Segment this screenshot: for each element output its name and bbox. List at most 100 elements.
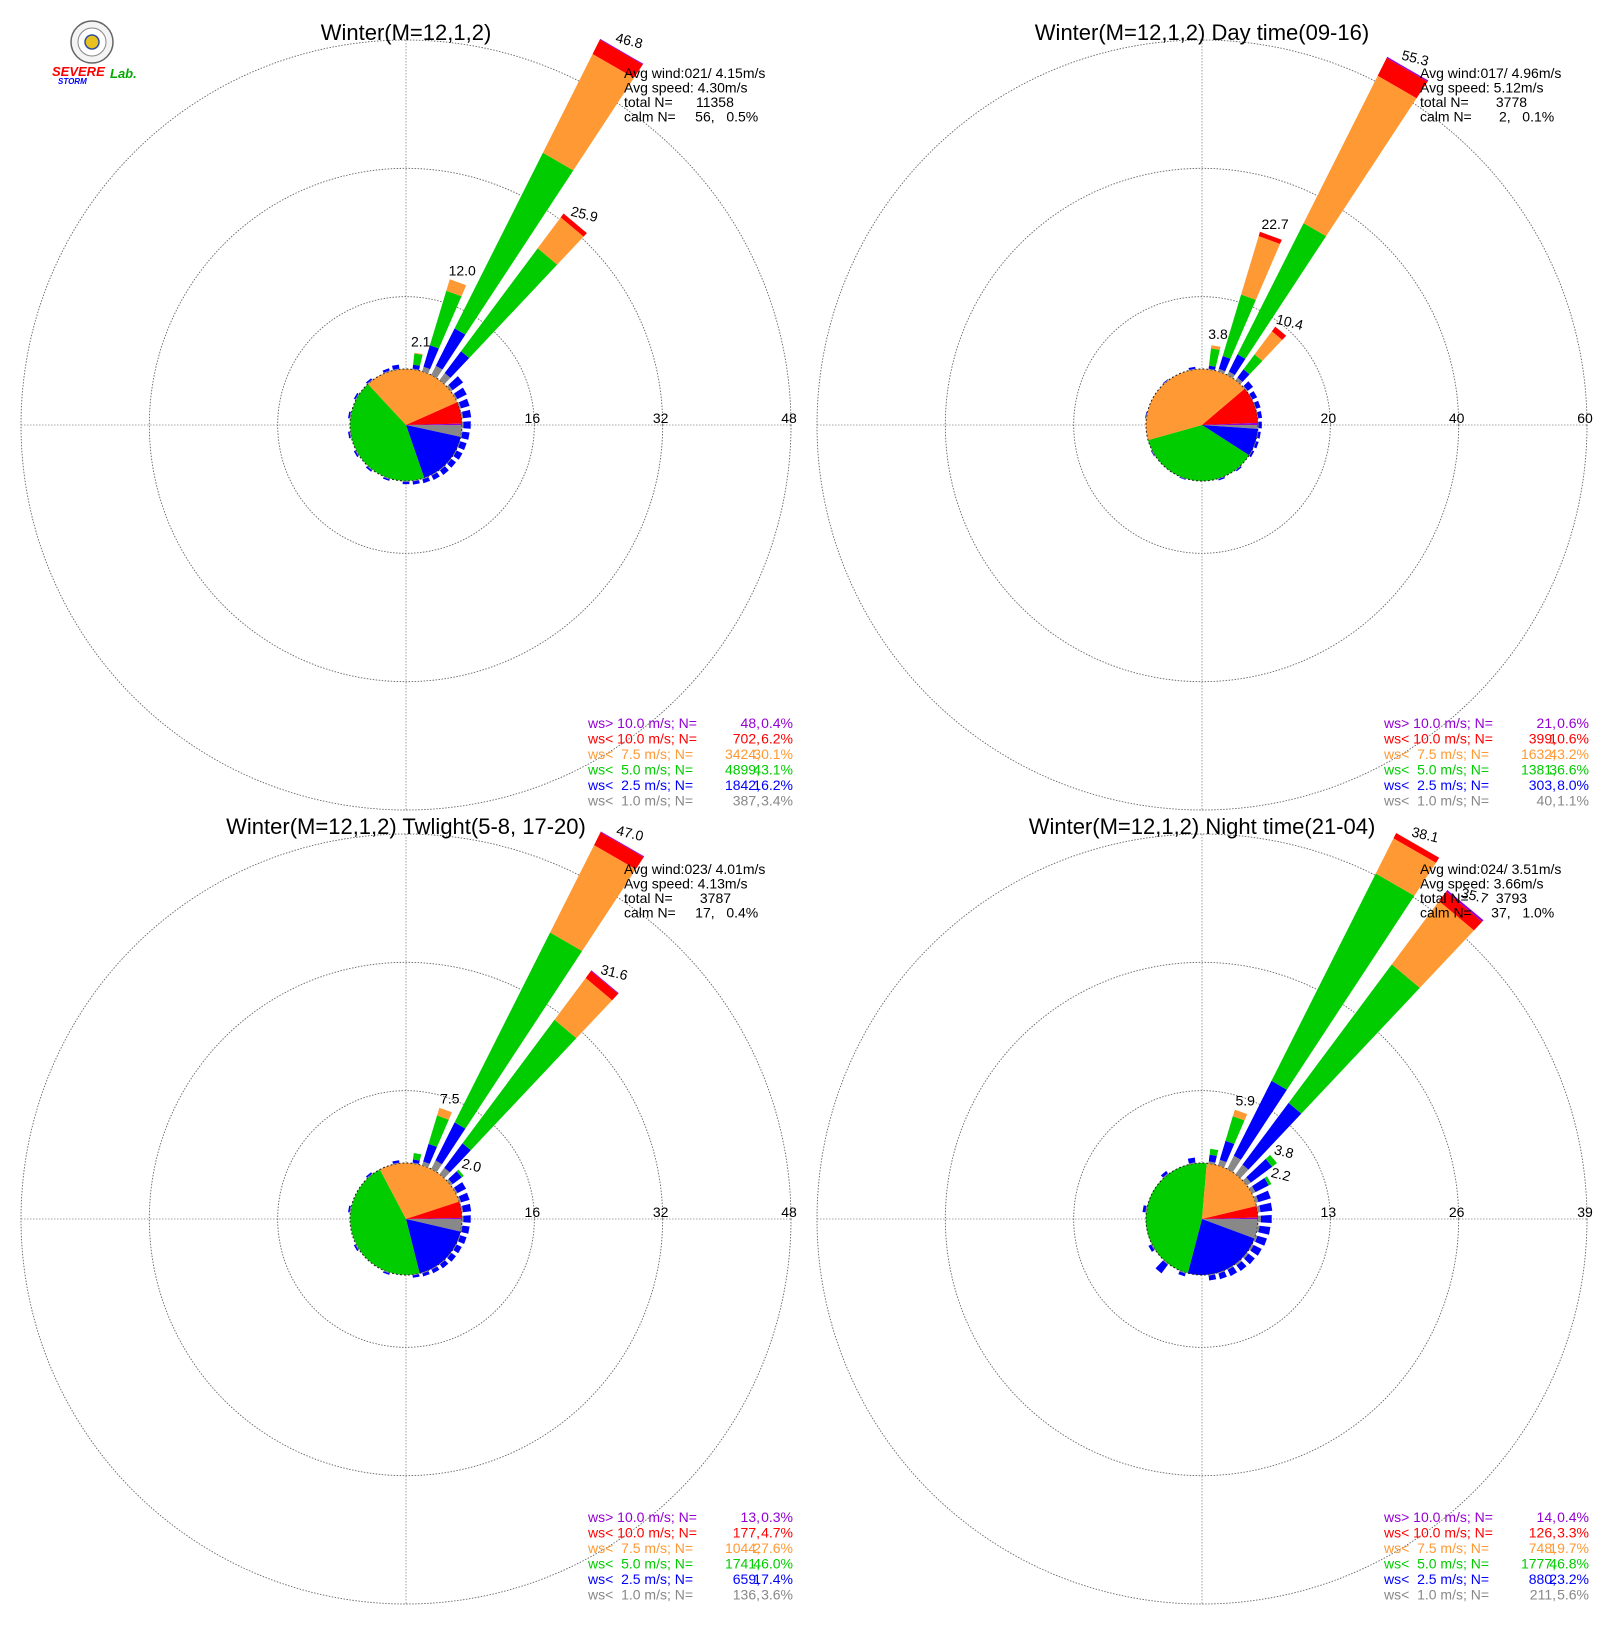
petal-segment bbox=[463, 1215, 471, 1223]
petal-segment bbox=[1208, 368, 1215, 371]
petal-segment bbox=[537, 217, 584, 265]
pie-slice bbox=[406, 1219, 461, 1274]
stat-line: Avg wind:023/ 4.01m/s bbox=[624, 861, 765, 877]
petal-segment bbox=[1249, 450, 1255, 458]
petal-segment bbox=[355, 393, 360, 400]
petal-segment bbox=[431, 1266, 440, 1274]
peak-label: 5.9 bbox=[1235, 1092, 1255, 1108]
legend-label: ws< 7.5 m/s; N= bbox=[1383, 746, 1489, 762]
petal-segment bbox=[461, 431, 470, 440]
petal-segment bbox=[435, 328, 466, 370]
stat-line: total N= 11358 bbox=[624, 94, 734, 110]
ring-tick-label: 16 bbox=[525, 1204, 541, 1220]
stat-line: Avg wind:017/ 4.96m/s bbox=[1420, 65, 1561, 81]
peak-label: 22.7 bbox=[1261, 216, 1288, 232]
petal-segment bbox=[367, 1173, 373, 1179]
legend-count: 1632, bbox=[1521, 746, 1556, 762]
petal-segment bbox=[431, 1265, 438, 1270]
petal-segment bbox=[1218, 356, 1231, 372]
legend-count: 126, bbox=[1529, 1525, 1556, 1541]
petal-segment bbox=[422, 1271, 430, 1277]
petal-segment bbox=[1218, 1270, 1225, 1274]
petal-segment bbox=[460, 1205, 464, 1213]
petal-segment bbox=[1218, 1159, 1227, 1168]
petal-segment bbox=[1179, 1270, 1186, 1274]
legend-percent-value: 30.1% bbox=[753, 746, 793, 762]
petal-segment bbox=[452, 393, 458, 400]
petal-segment bbox=[1258, 421, 1262, 429]
stat-line: Avg speed: 4.30m/s bbox=[624, 80, 747, 96]
legend-percent-value: 5.6% bbox=[1557, 1587, 1589, 1603]
petal-segment bbox=[457, 441, 461, 448]
petal-segment bbox=[458, 1235, 467, 1244]
petal-segment bbox=[560, 213, 587, 237]
stat-line: Avg wind:024/ 3.51m/s bbox=[1420, 861, 1561, 877]
pie-slice bbox=[406, 1201, 462, 1219]
petal-segment bbox=[1258, 1225, 1271, 1235]
ring-tick-label: 48 bbox=[781, 410, 797, 426]
legend-count: 748, bbox=[1529, 1540, 1556, 1556]
panel-title: Winter(M=12,1,2) Night time(21-04) bbox=[1029, 814, 1376, 839]
legend-label: ws< 1.0 m/s; N= bbox=[587, 1587, 693, 1603]
legend-percent-value: 46.0% bbox=[753, 1556, 793, 1572]
petal-segment bbox=[431, 1160, 442, 1173]
legend-count: 4899, bbox=[725, 762, 760, 778]
legend-count: 387, bbox=[733, 793, 760, 809]
petal-segment bbox=[1145, 411, 1147, 419]
peak-label: 31.6 bbox=[599, 961, 630, 983]
petal-segment bbox=[402, 480, 410, 482]
legend-percent-value: 3.4% bbox=[761, 793, 793, 809]
legend-count: 1741, bbox=[725, 1556, 760, 1572]
legend-label: ws< 1.0 m/s; N= bbox=[1383, 1587, 1489, 1603]
petal-segment bbox=[1271, 873, 1415, 1090]
petal-segment bbox=[461, 1215, 464, 1223]
petal-segment bbox=[367, 465, 373, 471]
petal-segment bbox=[439, 1259, 445, 1265]
legend-label: ws< 7.5 m/s; N= bbox=[1383, 1540, 1489, 1556]
petal-segment bbox=[1188, 366, 1196, 370]
petal-segment bbox=[422, 476, 429, 480]
legend-count: 399, bbox=[1529, 731, 1556, 747]
legend-label: ws< 5.0 m/s; N= bbox=[1383, 1556, 1489, 1572]
ring-tick-label: 48 bbox=[781, 1204, 797, 1220]
petal-segment bbox=[1218, 476, 1225, 480]
petal-segment bbox=[349, 1205, 352, 1213]
stat-line: total N= 3793 bbox=[1420, 890, 1527, 906]
peak-label: 2.0 bbox=[460, 1155, 483, 1175]
petal-segment bbox=[412, 1159, 420, 1164]
stat-line: total N= 3778 bbox=[1420, 94, 1527, 110]
petal-segment bbox=[585, 970, 619, 1001]
panel-title: Winter(M=12,1,2) Day time(09-16) bbox=[1035, 20, 1369, 45]
legend-count: 303, bbox=[1529, 777, 1556, 793]
legend-count: 1381, bbox=[1521, 762, 1556, 778]
petal-segment bbox=[431, 365, 443, 379]
petal-segment bbox=[1208, 1161, 1216, 1165]
legend-percent-value: 1.1% bbox=[1557, 793, 1589, 809]
legend-count: 880, bbox=[1529, 1571, 1556, 1587]
petal-segment bbox=[1228, 354, 1246, 375]
pie-slice bbox=[406, 1219, 463, 1232]
petal-segment bbox=[1235, 1259, 1242, 1266]
petal-segment bbox=[414, 352, 423, 355]
legend-label: ws< 7.5 m/s; N= bbox=[587, 1540, 693, 1556]
legend-label: ws< 5.0 m/s; N= bbox=[587, 762, 693, 778]
petal-segment bbox=[1151, 1244, 1156, 1251]
stat-line: calm N= 2, 0.1% bbox=[1420, 109, 1554, 125]
panel-title: Winter(M=12,1,2) bbox=[321, 20, 492, 45]
petal-segment bbox=[437, 1107, 452, 1120]
ring-48 bbox=[20, 39, 792, 811]
petal-segment bbox=[1257, 411, 1263, 419]
petal-segment bbox=[1227, 1265, 1234, 1270]
petal-segment bbox=[1160, 1170, 1168, 1178]
pie-slice bbox=[350, 1169, 420, 1275]
peak-label: 10.4 bbox=[1275, 311, 1306, 333]
petal-segment bbox=[550, 845, 636, 951]
petal-segment bbox=[1233, 1080, 1287, 1160]
pie-slice bbox=[406, 425, 461, 478]
petal-segment bbox=[458, 441, 467, 450]
logo-text-severe: SEVERE bbox=[52, 64, 105, 79]
petal-segment bbox=[1257, 431, 1261, 439]
legend-percent-value: 10.6% bbox=[1549, 731, 1589, 747]
legend-percent-value: 0.4% bbox=[1557, 1509, 1589, 1525]
petal-segment bbox=[1375, 838, 1436, 896]
